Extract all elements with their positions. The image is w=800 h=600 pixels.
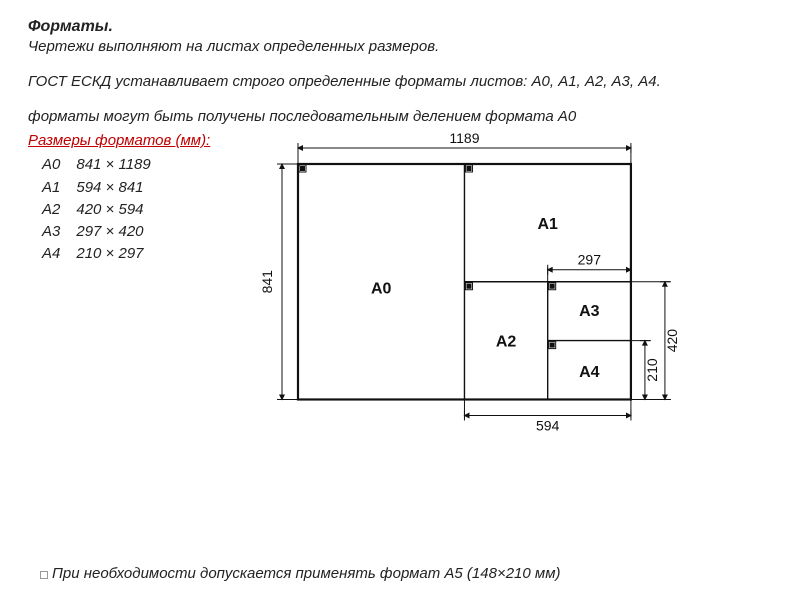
format-row: А4210 × 297 <box>42 244 151 264</box>
format-row: А1594 × 841 <box>42 178 151 198</box>
svg-text:1189: 1189 <box>449 132 479 146</box>
paragraph-2: ГОСТ ЕСКД устанавливает строго определен… <box>28 73 772 92</box>
svg-text:297: 297 <box>578 252 602 268</box>
format-row: А3297 × 420 <box>42 222 151 242</box>
formats-diagram: A0 A1 A2 A3 A4 1189 841 594 297 420210 <box>238 132 772 432</box>
svg-text:A4: A4 <box>579 364 600 381</box>
svg-text:A1: A1 <box>537 216 558 233</box>
paragraph-3: форматы могут быть получены последовател… <box>28 108 772 127</box>
svg-text:420: 420 <box>664 329 680 353</box>
sizes-heading: Размеры форматов (мм): <box>28 132 238 149</box>
svg-text:A3: A3 <box>579 303 600 320</box>
bullet-icon <box>40 571 48 579</box>
paragraph-1: Чертежи выполняют на листах определенных… <box>28 38 772 57</box>
format-row: А0841 × 1189 <box>42 155 151 175</box>
title: Форматы. <box>28 18 772 36</box>
footer-note: При необходимости допускается применять … <box>40 565 760 582</box>
format-sizes-table: А0841 × 1189 А1594 × 841 А2420 × 594 А32… <box>28 153 153 266</box>
svg-text:841: 841 <box>259 270 275 294</box>
svg-text:210: 210 <box>644 358 660 382</box>
svg-text:A2: A2 <box>496 334 517 351</box>
svg-text:594: 594 <box>536 418 560 433</box>
svg-text:A0: A0 <box>371 281 392 298</box>
format-row: А2420 × 594 <box>42 200 151 220</box>
